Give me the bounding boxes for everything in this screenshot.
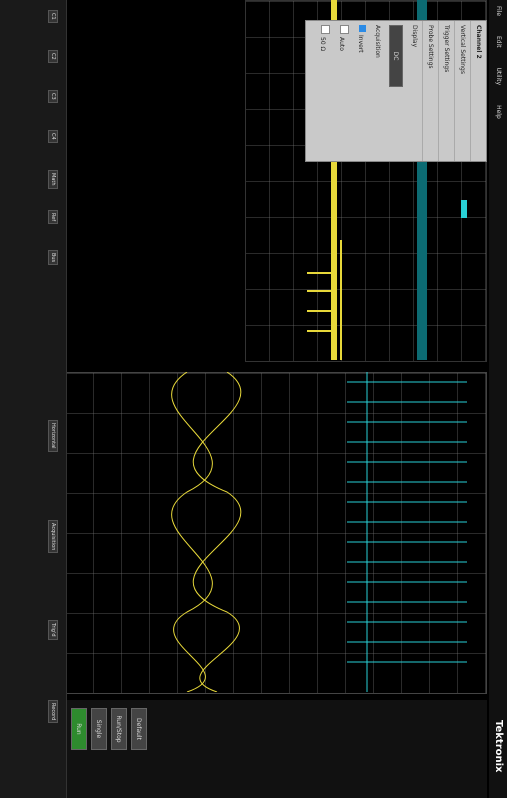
- run-button[interactable]: Run: [71, 708, 87, 750]
- zoom-cyan-trace: [347, 372, 467, 692]
- menu-file[interactable]: File: [495, 6, 502, 17]
- checkbox-auto[interactable]: Auto: [334, 21, 353, 161]
- checkbox-50ohm-label: 50 Ω: [319, 37, 326, 52]
- panel-label-acquisition: Acquisition: [374, 25, 381, 58]
- checkbox-icon: [359, 25, 366, 32]
- chip-3[interactable]: C3: [48, 90, 58, 103]
- menu-utility[interactable]: Utility: [495, 67, 502, 86]
- chip-4[interactable]: C4: [48, 130, 58, 143]
- brand-logo: Tektronix: [493, 720, 504, 773]
- menu-bar: File Edit Utility Help Tektronix: [489, 0, 507, 798]
- default-button[interactable]: Default: [131, 708, 147, 750]
- menu-help[interactable]: Help: [495, 105, 502, 119]
- status-horizontal[interactable]: Horizontal: [48, 420, 58, 452]
- checkbox-invert-label: Invert: [357, 35, 364, 53]
- menu-edit[interactable]: Edit: [495, 35, 502, 48]
- panel-label-display: Display: [407, 21, 423, 161]
- status-trigger[interactable]: Trig'd: [48, 620, 58, 640]
- chip-2[interactable]: C2: [48, 50, 58, 63]
- coupling-dropdown[interactable]: DC: [389, 25, 403, 87]
- menu-items: File Edit Utility Help: [495, 6, 502, 137]
- checkbox-icon: [321, 25, 330, 34]
- panel-item-probe[interactable]: Probe Settings: [423, 21, 439, 161]
- checkbox-50ohm[interactable]: 50 Ω: [315, 21, 334, 161]
- single-button[interactable]: Single: [91, 708, 107, 750]
- status-record[interactable]: Record: [48, 700, 58, 724]
- zoom-waveform-svg: [171, 372, 467, 692]
- bottom-status-row: C1 C2 C3 C4 Math Ref Bus Horizontal Acqu…: [0, 0, 67, 798]
- status-acquisition[interactable]: Acquisition: [48, 520, 58, 554]
- chip-1[interactable]: C1: [48, 10, 58, 23]
- right-control-column: Run Single Run/Stop Default: [67, 700, 487, 798]
- channel-settings-panel: Channel 2 Vertical Settings Trigger Sett…: [305, 20, 487, 162]
- chip-math[interactable]: Math: [48, 170, 58, 189]
- chip-bus[interactable]: Bus: [48, 250, 58, 266]
- panel-item-trigger[interactable]: Trigger Settings: [439, 21, 455, 161]
- panel-item-vertical[interactable]: Vertical Settings: [455, 21, 471, 161]
- checkbox-icon: [340, 25, 349, 34]
- panel-title: Channel 2: [475, 25, 482, 59]
- zoom-yellow-trace: [171, 372, 242, 692]
- chip-ref[interactable]: Ref: [48, 210, 58, 225]
- checkbox-invert[interactable]: Invert: [353, 21, 370, 161]
- checkbox-auto-label: Auto: [338, 37, 345, 51]
- runstop-button[interactable]: Run/Stop: [111, 708, 127, 750]
